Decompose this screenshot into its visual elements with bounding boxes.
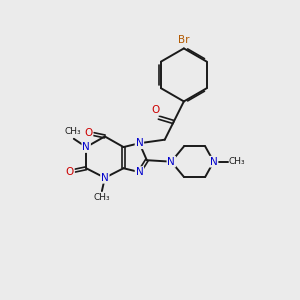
Text: N: N <box>82 142 90 152</box>
Text: CH₃: CH₃ <box>229 157 246 166</box>
Text: O: O <box>66 167 74 177</box>
Text: CH₃: CH₃ <box>64 127 81 136</box>
Text: Br: Br <box>178 35 190 45</box>
Text: CH₃: CH₃ <box>94 194 110 202</box>
Text: N: N <box>136 167 143 177</box>
Text: O: O <box>84 128 92 138</box>
Text: N: N <box>136 138 143 148</box>
Text: N: N <box>210 157 218 167</box>
Text: O: O <box>152 105 160 115</box>
Text: N: N <box>167 157 175 167</box>
Text: N: N <box>101 173 109 183</box>
